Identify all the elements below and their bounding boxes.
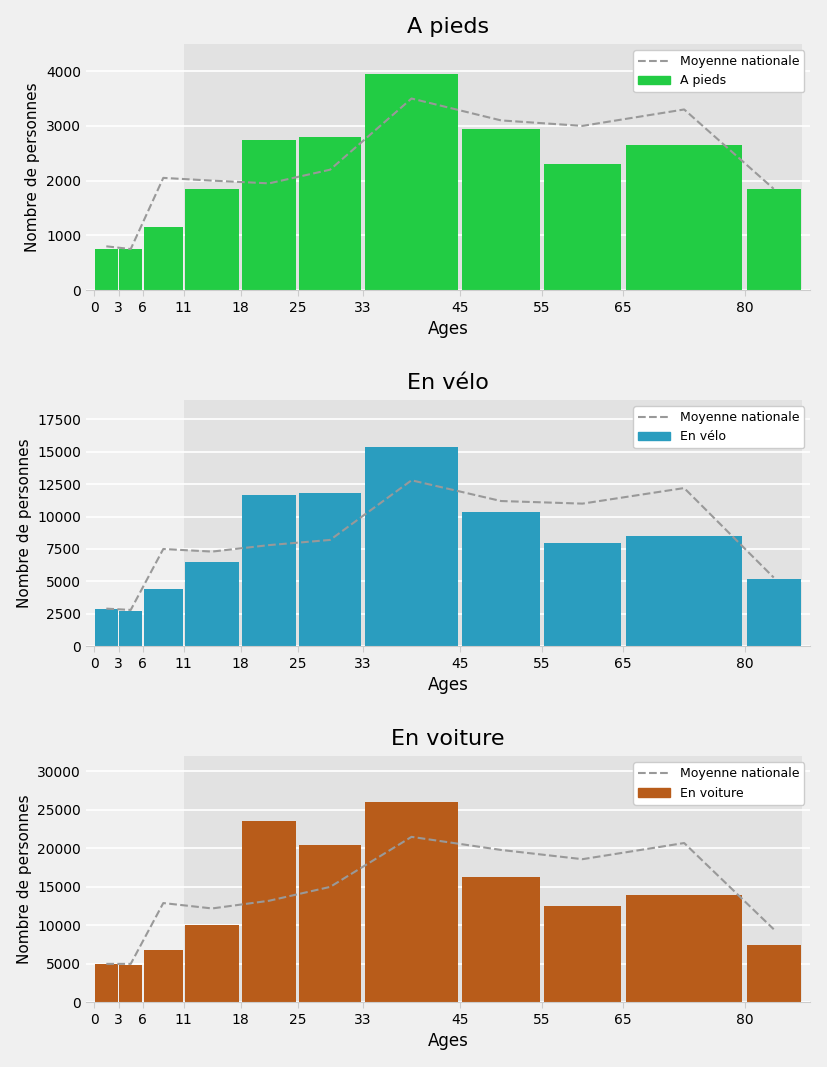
Legend: Moyenne nationale, En vélo: Moyenne nationale, En vélo bbox=[633, 407, 804, 448]
Bar bbox=[144, 950, 183, 1002]
Title: En voiture: En voiture bbox=[391, 729, 505, 749]
X-axis label: Ages: Ages bbox=[428, 1033, 469, 1050]
Y-axis label: Nombre de personnes: Nombre de personnes bbox=[26, 82, 41, 252]
Legend: Moyenne nationale, A pieds: Moyenne nationale, A pieds bbox=[633, 50, 804, 92]
Bar bbox=[366, 802, 458, 1002]
Bar bbox=[366, 74, 458, 290]
Bar bbox=[462, 129, 540, 290]
Title: En vélo: En vélo bbox=[407, 372, 489, 393]
X-axis label: Ages: Ages bbox=[428, 676, 469, 695]
Bar bbox=[185, 925, 239, 1002]
Bar bbox=[366, 447, 458, 647]
Bar bbox=[747, 578, 801, 647]
Bar bbox=[184, 44, 802, 290]
Bar bbox=[185, 189, 239, 290]
Bar bbox=[747, 189, 801, 290]
Bar bbox=[626, 894, 742, 1002]
Bar bbox=[544, 164, 621, 290]
Bar bbox=[184, 757, 802, 1002]
Bar bbox=[184, 400, 802, 647]
Bar bbox=[144, 227, 183, 290]
Bar bbox=[185, 562, 239, 647]
Bar bbox=[747, 944, 801, 1002]
Bar bbox=[544, 543, 621, 647]
Bar bbox=[462, 512, 540, 647]
Bar bbox=[299, 493, 361, 647]
Bar bbox=[462, 877, 540, 1002]
Bar bbox=[144, 589, 183, 647]
Bar bbox=[299, 845, 361, 1002]
Bar bbox=[242, 140, 296, 290]
Y-axis label: Nombre de personnes: Nombre de personnes bbox=[17, 439, 31, 608]
Bar bbox=[242, 822, 296, 1002]
Bar bbox=[119, 249, 142, 290]
Bar bbox=[119, 610, 142, 647]
Y-axis label: Nombre de personnes: Nombre de personnes bbox=[17, 795, 31, 964]
Bar bbox=[544, 906, 621, 1002]
Bar bbox=[119, 965, 142, 1002]
Bar bbox=[626, 145, 742, 290]
Bar bbox=[242, 494, 296, 647]
Bar bbox=[299, 137, 361, 290]
Legend: Moyenne nationale, En voiture: Moyenne nationale, En voiture bbox=[633, 762, 804, 805]
Bar bbox=[95, 609, 118, 647]
X-axis label: Ages: Ages bbox=[428, 320, 469, 338]
Bar bbox=[95, 964, 118, 1002]
Bar bbox=[95, 249, 118, 290]
Title: A pieds: A pieds bbox=[407, 17, 490, 36]
Bar bbox=[626, 536, 742, 647]
